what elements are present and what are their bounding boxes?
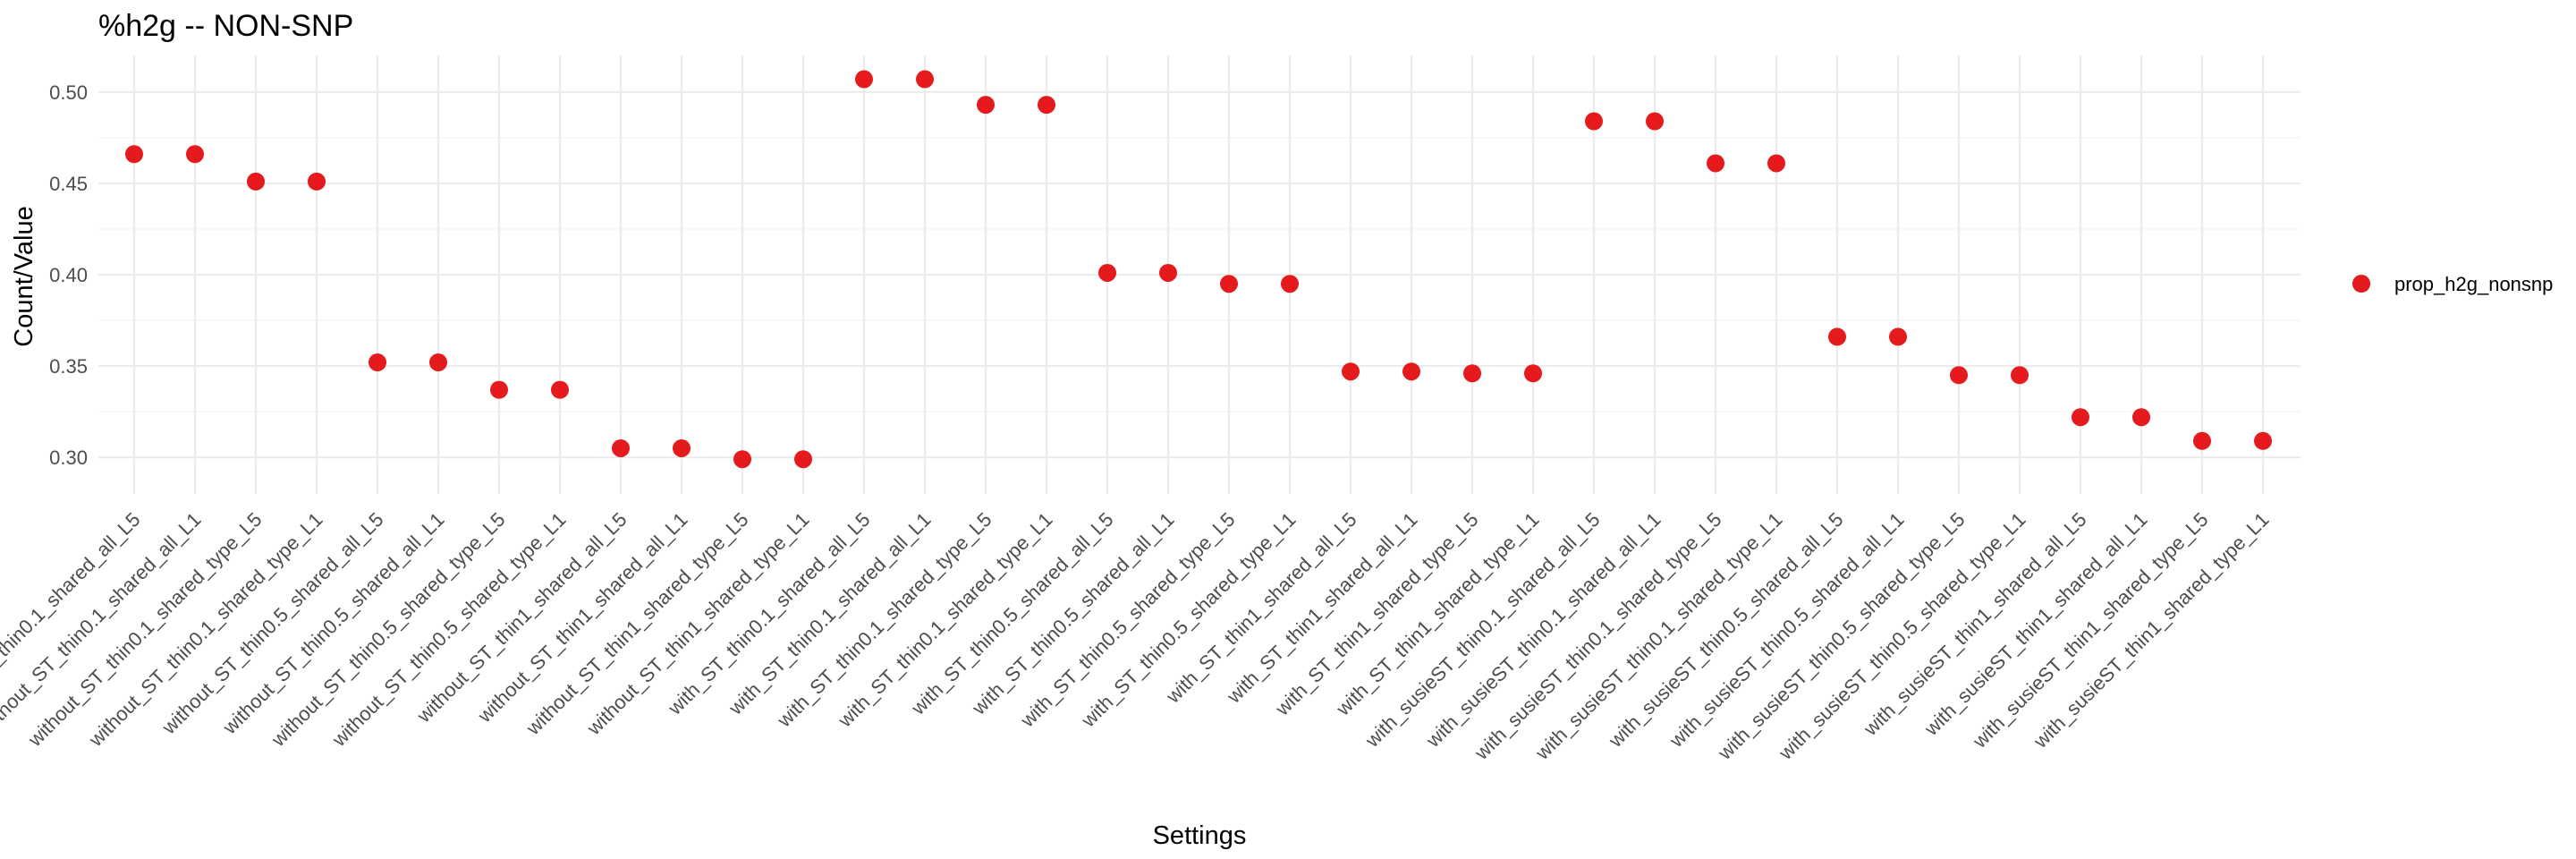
data-point	[308, 172, 326, 191]
data-point	[186, 145, 204, 164]
data-point	[855, 70, 873, 89]
y-tick-label: 0.35	[49, 355, 88, 378]
legend-label-prop_h2g_nonsnp: prop_h2g_nonsnp	[2394, 273, 2553, 295]
x-axis-title: Settings	[1153, 821, 1247, 850]
data-point	[1524, 364, 1542, 383]
data-point	[1950, 366, 1968, 385]
data-point	[1098, 263, 1116, 282]
data-point	[2254, 431, 2272, 450]
data-point	[247, 172, 265, 191]
data-point	[1038, 96, 1055, 115]
y-tick-label: 0.45	[49, 173, 88, 195]
data-point	[1220, 275, 1238, 293]
data-point	[673, 438, 691, 457]
data-point	[125, 145, 143, 164]
data-points	[125, 70, 2272, 469]
data-point	[1281, 275, 1299, 293]
data-point	[551, 380, 569, 399]
chart-title: %h2g -- NON-SNP	[98, 9, 353, 43]
y-axis-title: Count/Value	[10, 206, 38, 346]
data-point	[1159, 263, 1177, 282]
y-tick-label: 0.40	[49, 264, 88, 286]
data-point	[2072, 408, 2089, 427]
data-point	[490, 380, 508, 399]
data-point	[1402, 362, 1420, 381]
legend-key-prop_h2g_nonsnp	[2352, 275, 2370, 293]
data-point	[1707, 154, 1724, 173]
data-point	[1889, 327, 1907, 346]
data-point	[977, 96, 995, 115]
data-point	[2132, 408, 2150, 427]
data-point	[612, 438, 630, 457]
data-point	[1767, 154, 1785, 173]
gridlines	[98, 55, 2301, 494]
data-point	[2193, 431, 2211, 450]
data-point	[916, 70, 934, 89]
data-point	[1463, 364, 1481, 383]
data-point	[2011, 366, 2029, 385]
data-point	[1342, 362, 1360, 381]
data-point	[1646, 112, 1664, 131]
data-point	[733, 450, 751, 469]
y-tick-label: 0.50	[49, 81, 88, 104]
y-axis-ticks: 0.30 0.35 0.40 0.45 0.50	[49, 81, 88, 469]
y-tick-label: 0.30	[49, 447, 88, 469]
data-point	[1828, 327, 1846, 346]
data-point	[429, 353, 447, 371]
data-point	[794, 450, 812, 469]
legend: prop_h2g_nonsnp	[2352, 273, 2553, 295]
data-point	[1585, 112, 1603, 131]
data-point	[369, 353, 386, 371]
